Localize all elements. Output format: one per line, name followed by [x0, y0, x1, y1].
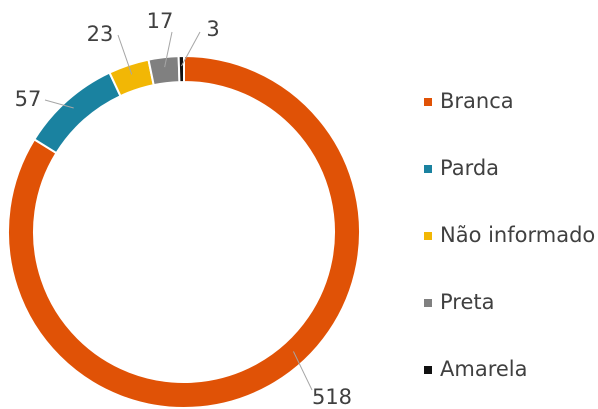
- legend-label: Branca: [440, 89, 514, 113]
- leader-line: [117, 34, 133, 75]
- data-label: 57: [15, 87, 42, 111]
- leader-line: [164, 31, 173, 68]
- donut-segment: [177, 54, 185, 84]
- data-label: 3: [206, 17, 219, 41]
- donut-segment: [147, 55, 181, 87]
- legend-label: Parda: [440, 156, 499, 180]
- legend-swatch: [424, 165, 432, 173]
- leader-line: [292, 351, 313, 391]
- donut-segment: [7, 54, 361, 409]
- leader-line: [44, 99, 74, 109]
- data-label: 23: [87, 22, 114, 46]
- legend-label: Amarela: [440, 357, 528, 381]
- legend-label: Não informado: [440, 223, 595, 247]
- leader-line: [181, 31, 201, 67]
- legend-label: Preta: [440, 290, 495, 314]
- legend-swatch: [424, 299, 432, 307]
- legend-swatch: [424, 98, 432, 106]
- donut-segment: [32, 71, 122, 155]
- legend-swatch: [424, 232, 432, 240]
- legend-swatch: [424, 366, 432, 374]
- data-label: 17: [147, 9, 174, 33]
- data-label: 518: [312, 385, 352, 409]
